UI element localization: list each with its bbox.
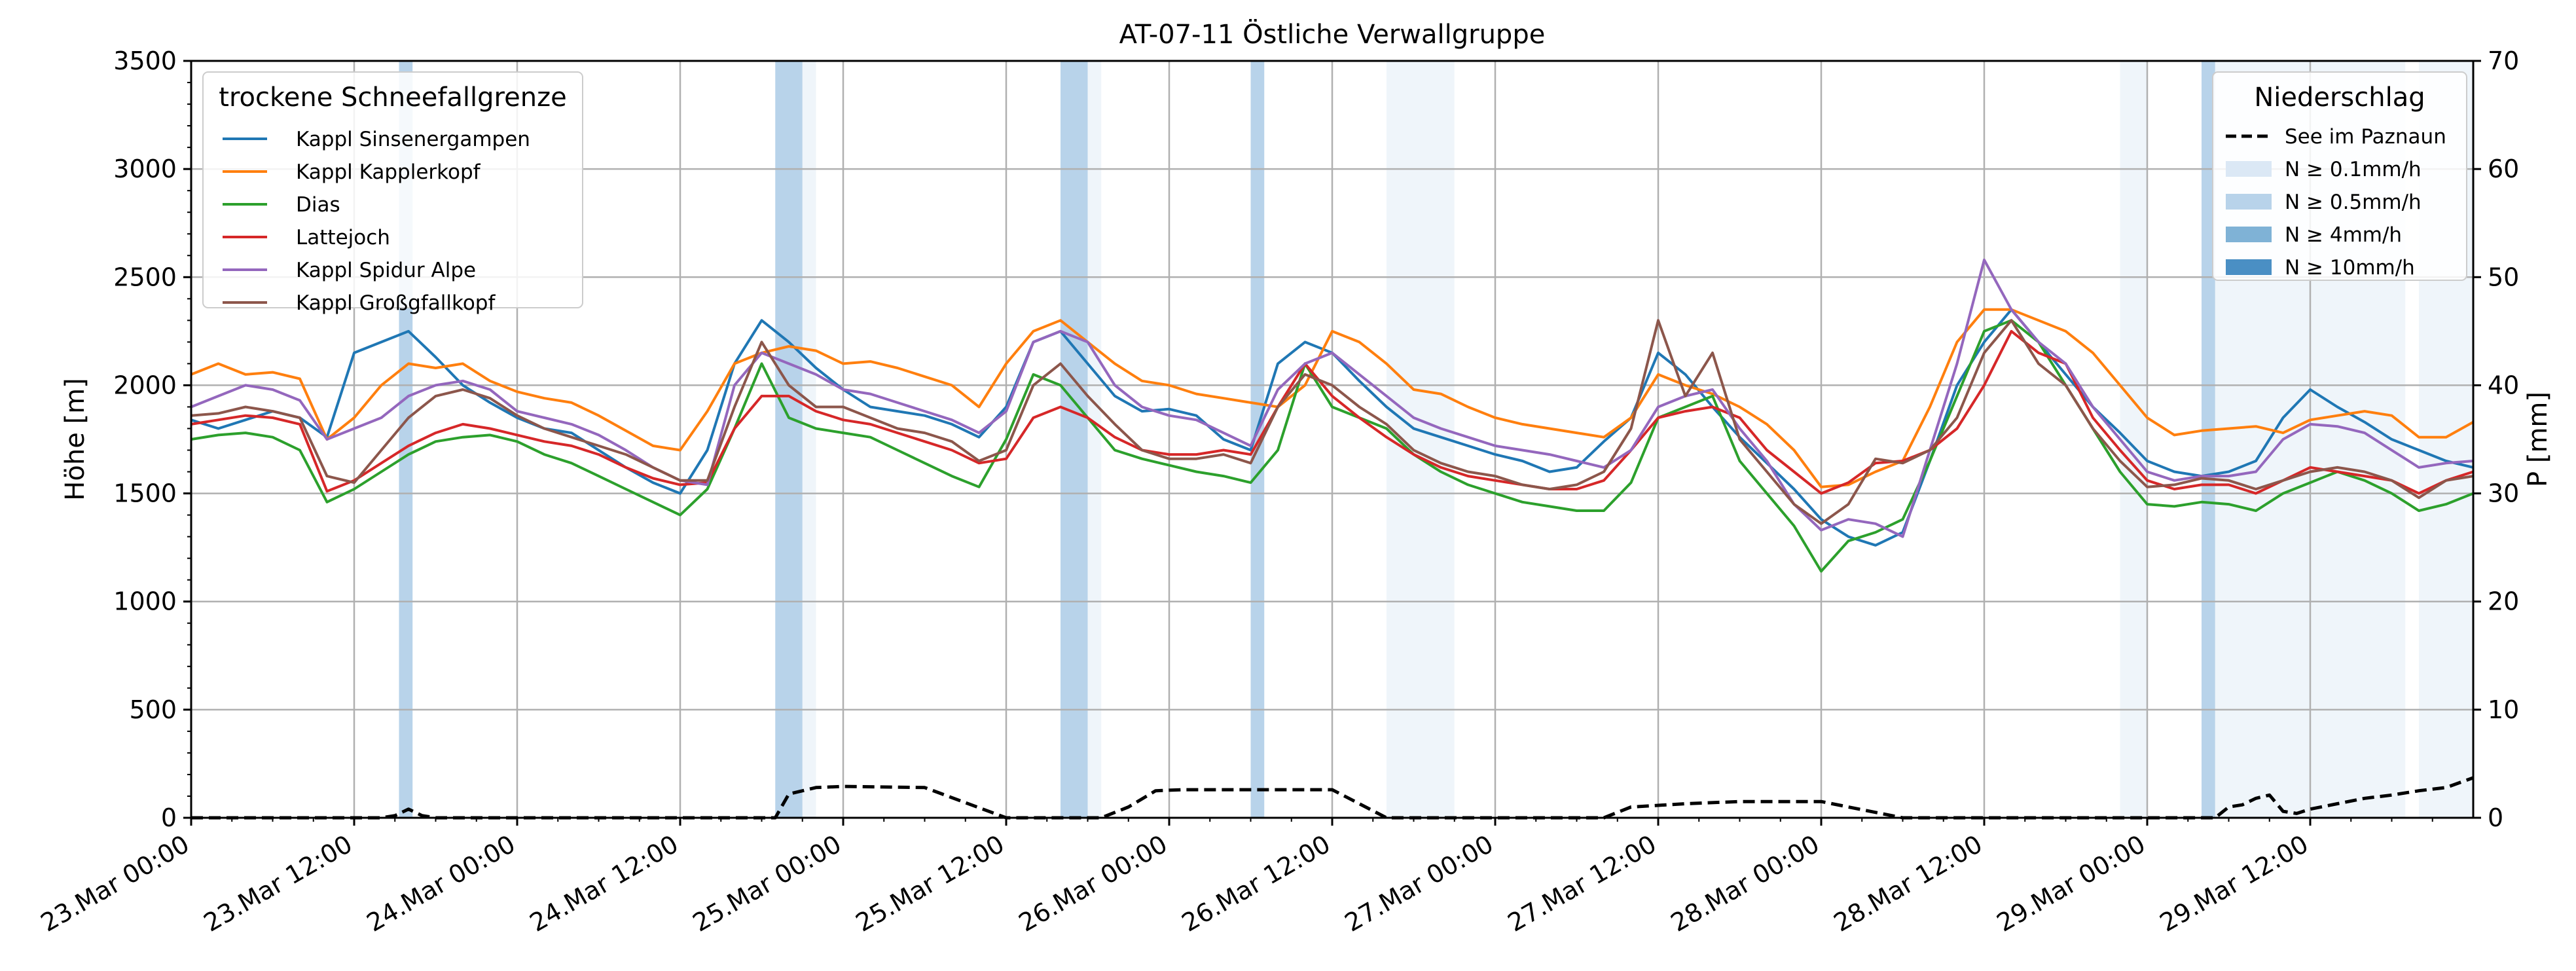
ytick-label-right-3: 30 (2488, 479, 2519, 508)
y-axis-title-left: Höhe [m] (60, 378, 90, 500)
ytick-label-right-5: 50 (2488, 263, 2519, 291)
series-line-5 (190, 258, 2474, 538)
chart-title: AT-07-11 Östliche Verwallgruppe (1119, 18, 1546, 50)
ytick-label-left-2: 1000 (113, 587, 177, 616)
ytick-label-left-1: 500 (129, 695, 177, 724)
legend-right-title: Niederschlag (2254, 82, 2425, 113)
precip-band-7 (2120, 61, 2147, 818)
precip-band-3 (1061, 61, 1088, 818)
ytick-label-left-5: 2500 (113, 263, 177, 291)
legend-left-label-4: Kappl Spidur Alpe (296, 259, 476, 282)
series-lines (190, 258, 2474, 820)
series-line-4 (190, 329, 2474, 495)
legend-right-label-0: See im Paznaun (2285, 125, 2446, 149)
legend-niederschlag: Niederschlag See im Paznaun N ≥ 0.1mm/h N … (2212, 71, 2467, 281)
ytick-label-left-3: 1500 (113, 479, 177, 508)
y-axis-title-right: P [mm] (2523, 392, 2553, 487)
legend-right-swatch-4 (2226, 259, 2272, 275)
series-line-6 (190, 319, 2474, 525)
ytick-label-right-0: 0 (2488, 803, 2503, 832)
ytick-label-left-6: 3000 (113, 155, 177, 183)
ytick-label-right-7: 70 (2488, 46, 2519, 75)
legend-right-label-2: N ≥ 0.5mm/h (2285, 191, 2422, 214)
ytick-label-left-7: 3500 (113, 46, 177, 75)
legend-left-entries: Kappl Sinsenergampen Kappl Kapplerkopf Dia… (223, 128, 530, 315)
legend-right-swatch-3 (2226, 227, 2272, 242)
legend-right-label-1: N ≥ 0.1mm/h (2285, 158, 2422, 181)
precip-band-1 (775, 61, 803, 818)
series-line-2 (190, 308, 2474, 488)
legend-left-title: trockene Schneefallgrenze (219, 82, 566, 113)
legend-schneefallgrenze: trockene Schneefallgrenze Kappl Sinsener… (202, 71, 583, 315)
precip-band-8 (2202, 61, 2215, 818)
ytick-label-right-2: 20 (2488, 587, 2519, 616)
ytick-label-right-6: 60 (2488, 155, 2519, 183)
precip-band-5 (1250, 61, 1265, 818)
legend-left-label-1: Kappl Kapplerkopf (296, 160, 481, 184)
legend-left-label-5: Kappl Großgfallkopf (296, 291, 496, 315)
precip-band-4 (1087, 61, 1102, 818)
axis-ticks (183, 60, 2481, 826)
legend-left-label-3: Lattejoch (296, 226, 390, 249)
ytick-label-right-4: 40 (2488, 371, 2519, 399)
ytick-label-left-0: 0 (161, 803, 177, 832)
legend-right-entries: See im Paznaun N ≥ 0.1mm/h N ≥ 0.5mm/h N ≥ … (2226, 125, 2446, 280)
legend-right-label-4: N ≥ 10mm/h (2285, 256, 2415, 280)
precip-band-2 (802, 61, 816, 818)
legend-right-label-3: N ≥ 4mm/h (2285, 223, 2402, 247)
legend-right-box (2212, 71, 2467, 281)
series-line-0 (191, 776, 2474, 820)
ytick-label-right-1: 10 (2488, 695, 2519, 724)
legend-right-swatch-2 (2226, 194, 2272, 210)
legend-left-label-0: Kappl Sinsenergampen (296, 128, 530, 151)
legend-left-label-2: Dias (296, 193, 340, 217)
ytick-label-left-4: 2000 (113, 371, 177, 399)
legend-left-box (202, 71, 583, 308)
legend-right-swatch-1 (2226, 161, 2272, 177)
